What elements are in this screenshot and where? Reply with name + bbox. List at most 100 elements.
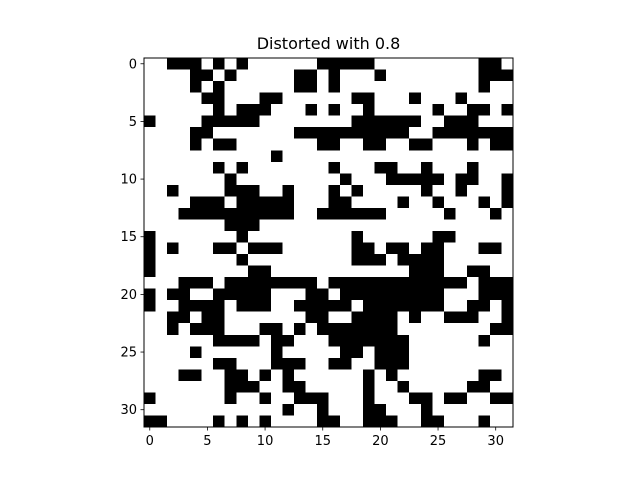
heatmap-cell (478, 334, 491, 347)
heatmap-cell (167, 196, 179, 209)
heatmap-cell (305, 369, 318, 382)
heatmap-cell (316, 392, 329, 405)
heatmap-cell (213, 138, 226, 151)
heatmap-cell (178, 161, 191, 174)
heatmap-cell (282, 161, 295, 174)
heatmap-cell (293, 69, 306, 82)
heatmap-cell (466, 230, 479, 243)
heatmap-cell (155, 161, 168, 174)
heatmap-cell (201, 265, 214, 278)
heatmap-cell (455, 81, 468, 93)
heatmap-cell (213, 58, 226, 70)
heatmap-cell (178, 311, 191, 324)
heatmap-cell (201, 277, 214, 289)
heatmap-cell (328, 207, 341, 220)
heatmap-cell (305, 230, 318, 243)
heatmap-cell (455, 161, 468, 174)
heatmap-cell (501, 150, 514, 163)
heatmap-cell (305, 380, 318, 393)
heatmap-cell (247, 323, 260, 336)
heatmap-cell (190, 173, 203, 186)
heatmap-cell (305, 150, 318, 163)
heatmap-cell (190, 127, 203, 140)
heatmap-cell (259, 346, 272, 359)
heatmap-cell (501, 207, 514, 220)
heatmap-cell (478, 403, 491, 416)
heatmap-cell (351, 323, 364, 336)
heatmap-cell (466, 334, 479, 347)
heatmap-cell (247, 58, 260, 70)
heatmap-cell (443, 138, 456, 151)
heatmap-cell (432, 415, 445, 428)
heatmap-cell (167, 207, 179, 220)
y-tick-label: 30 (120, 403, 137, 418)
heatmap-cell (144, 230, 156, 243)
heatmap-cell (293, 81, 306, 93)
heatmap-cell (190, 288, 203, 301)
heatmap-cell (293, 323, 306, 336)
heatmap-cell (455, 230, 468, 243)
x-tick-label: 30 (487, 434, 504, 449)
heatmap-cell (455, 184, 468, 197)
heatmap-cell (144, 81, 156, 93)
heatmap-cell (363, 69, 375, 82)
heatmap-cell (363, 277, 375, 289)
heatmap-cell (247, 219, 260, 232)
heatmap-cell (236, 58, 249, 70)
heatmap-cell (282, 346, 295, 359)
heatmap-cell (409, 346, 422, 359)
heatmap-cell (293, 58, 306, 70)
heatmap-cell (270, 357, 283, 370)
heatmap-cell (409, 150, 422, 163)
heatmap-cell (386, 277, 399, 289)
heatmap-cell (270, 334, 283, 347)
heatmap-cell (247, 254, 260, 266)
heatmap-cell (270, 196, 283, 209)
heatmap-cell (259, 242, 272, 255)
heatmap-cell (224, 277, 237, 289)
heatmap-cell (478, 323, 491, 336)
heatmap-cell (270, 403, 283, 416)
heatmap-cell (167, 150, 179, 163)
heatmap-cell (455, 380, 468, 393)
heatmap-cell (455, 150, 468, 163)
heatmap-cell (178, 104, 191, 117)
heatmap-cell (236, 196, 249, 209)
heatmap-cell (478, 265, 491, 278)
heatmap-cell (432, 150, 445, 163)
heatmap-cell (305, 81, 318, 93)
heatmap-cell (178, 58, 191, 70)
heatmap-cell (293, 219, 306, 232)
heatmap-cell (247, 357, 260, 370)
heatmap-cell (213, 369, 226, 382)
heatmap-cell (213, 265, 226, 278)
heatmap-cell (224, 92, 237, 105)
heatmap-cell (455, 69, 468, 82)
heatmap-cell (340, 415, 352, 428)
heatmap-cell (155, 323, 168, 336)
heatmap-cell (247, 150, 260, 163)
heatmap-cell (363, 173, 375, 186)
heatmap-cell (167, 403, 179, 416)
heatmap-cell (282, 334, 295, 347)
heatmap-cell (144, 311, 156, 324)
heatmap-cell (144, 69, 156, 82)
heatmap-cell (351, 242, 364, 255)
heatmap-cell (340, 138, 352, 151)
heatmap-cell (178, 392, 191, 405)
heatmap-cell (213, 92, 226, 105)
heatmap-cell (144, 323, 156, 336)
heatmap-cell (397, 254, 410, 266)
heatmap-cell (363, 346, 375, 359)
heatmap-cell (144, 265, 156, 278)
heatmap-cell (397, 311, 410, 324)
y-axis: 0 5 10 15 20 25 30 (120, 57, 144, 418)
heatmap-cell (259, 357, 272, 370)
heatmap-cell (386, 357, 399, 370)
heatmap-cell (363, 311, 375, 324)
heatmap-cell (259, 58, 272, 70)
heatmap-cell (443, 265, 456, 278)
y-tick-label: 5 (129, 115, 137, 130)
heatmap-cell (293, 207, 306, 220)
heatmap-cell (432, 265, 445, 278)
